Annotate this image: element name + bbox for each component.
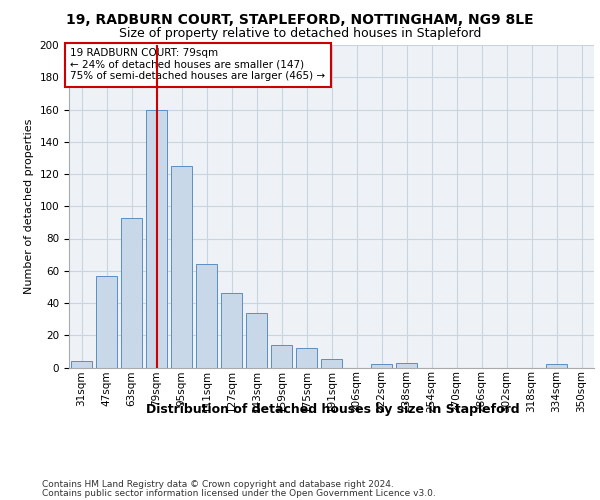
- Bar: [546, 364, 567, 368]
- Y-axis label: Number of detached properties: Number of detached properties: [24, 118, 34, 294]
- Text: Contains HM Land Registry data © Crown copyright and database right 2024.: Contains HM Land Registry data © Crown c…: [42, 480, 394, 489]
- Bar: [321, 360, 342, 368]
- Bar: [71, 361, 92, 368]
- Bar: [271, 345, 292, 368]
- Text: Contains public sector information licensed under the Open Government Licence v3: Contains public sector information licen…: [42, 489, 436, 498]
- Bar: [246, 312, 267, 368]
- Bar: [96, 276, 117, 368]
- Bar: [396, 362, 417, 368]
- Text: 19, RADBURN COURT, STAPLEFORD, NOTTINGHAM, NG9 8LE: 19, RADBURN COURT, STAPLEFORD, NOTTINGHA…: [66, 12, 534, 26]
- Bar: [196, 264, 217, 368]
- Text: 19 RADBURN COURT: 79sqm
← 24% of detached houses are smaller (147)
75% of semi-d: 19 RADBURN COURT: 79sqm ← 24% of detache…: [70, 48, 325, 82]
- Bar: [221, 294, 242, 368]
- Bar: [371, 364, 392, 368]
- Text: Size of property relative to detached houses in Stapleford: Size of property relative to detached ho…: [119, 28, 481, 40]
- Bar: [296, 348, 317, 368]
- Text: Distribution of detached houses by size in Stapleford: Distribution of detached houses by size …: [146, 402, 520, 415]
- Bar: [171, 166, 192, 368]
- Bar: [146, 110, 167, 368]
- Bar: [121, 218, 142, 368]
